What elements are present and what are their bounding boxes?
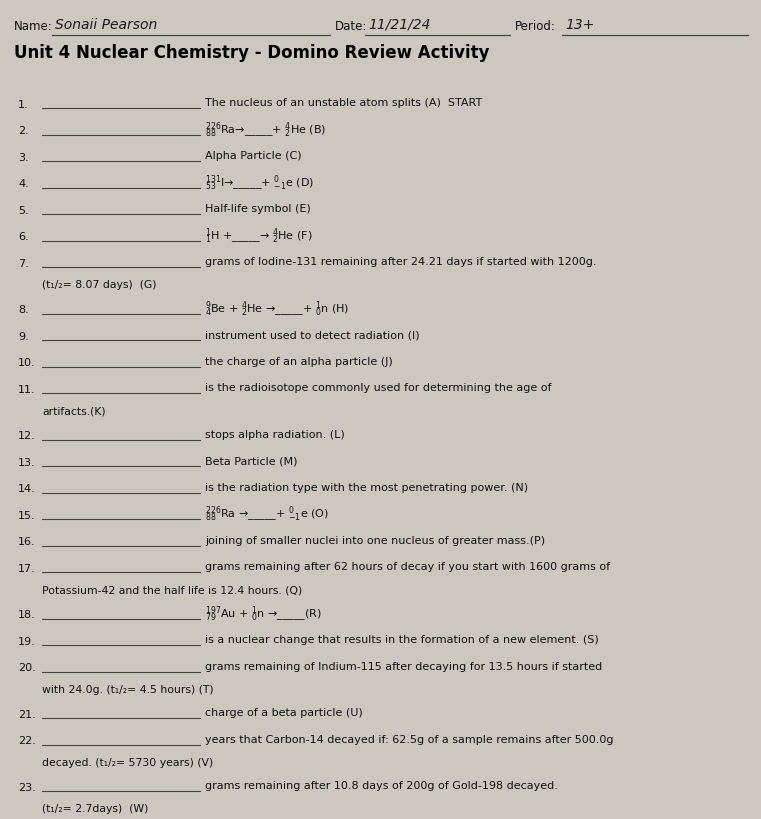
Text: 12.: 12. [18,431,36,441]
Text: 21.: 21. [18,708,36,719]
Text: instrument used to detect radiation (I): instrument used to detect radiation (I) [205,330,419,340]
Text: is the radioisotope commonly used for determining the age of: is the radioisotope commonly used for de… [205,382,552,393]
Text: (t₁/₂= 2.7days)  (W): (t₁/₂= 2.7days) (W) [42,803,148,813]
Text: (t₁/₂= 8.07 days)  (G): (t₁/₂= 8.07 days) (G) [42,280,157,290]
Text: $^{1}_{1}$H +_____→ $^{4}_{2}$He (F): $^{1}_{1}$H +_____→ $^{4}_{2}$He (F) [205,226,313,245]
Text: Half-life symbol (E): Half-life symbol (E) [205,204,310,214]
Text: is the radiation type with the most penetrating power. (N): is the radiation type with the most pene… [205,482,528,492]
Text: joining of smaller nuclei into one nucleus of greater mass.(P): joining of smaller nuclei into one nucle… [205,535,545,545]
Text: 13.: 13. [18,457,36,467]
Text: 13+: 13+ [565,18,594,32]
Text: The nucleus of an unstable atom splits (A)  START: The nucleus of an unstable atom splits (… [205,98,482,108]
Text: 22.: 22. [18,735,36,745]
Text: 18.: 18. [18,609,36,619]
Text: 6.: 6. [18,232,29,242]
Text: $^{9}_{4}$Be + $^{4}_{2}$He →_____+ $^{1}_{0}$n (H): $^{9}_{4}$Be + $^{4}_{2}$He →_____+ $^{1… [205,299,349,318]
Text: 15.: 15. [18,510,36,520]
Text: $^{197}_{79}$Au + $^{1}_{0}$n →_____(R): $^{197}_{79}$Au + $^{1}_{0}$n →_____(R) [205,604,322,622]
Text: charge of a beta particle (U): charge of a beta particle (U) [205,708,363,717]
Text: with 24.0g. (t₁/₂= 4.5 hours) (T): with 24.0g. (t₁/₂= 4.5 hours) (T) [42,684,214,695]
Text: the charge of an alpha particle (J): the charge of an alpha particle (J) [205,356,393,366]
Text: grams remaining of Indium-115 after decaying for 13.5 hours if started: grams remaining of Indium-115 after deca… [205,661,602,671]
Text: Name:: Name: [14,20,53,33]
Text: 8.: 8. [18,305,29,314]
Text: 16.: 16. [18,536,36,546]
Text: Unit 4 Nuclear Chemistry - Domino Review Activity: Unit 4 Nuclear Chemistry - Domino Review… [14,44,489,62]
Text: stops alpha radiation. (L): stops alpha radiation. (L) [205,429,345,439]
Text: 17.: 17. [18,563,36,572]
Text: grams remaining after 10.8 days of 200g of Gold-198 decayed.: grams remaining after 10.8 days of 200g … [205,781,558,790]
Text: Beta Particle (M): Beta Particle (M) [205,455,298,466]
Text: Potassium-42 and the half life is 12.4 hours. (Q): Potassium-42 and the half life is 12.4 h… [42,585,302,595]
Text: 11.: 11. [18,384,36,394]
Text: artifacts.(K): artifacts.(K) [42,406,106,416]
Text: grams of Iodine-131 remaining after 24.21 days if started with 1200g.: grams of Iodine-131 remaining after 24.2… [205,257,597,267]
Text: Alpha Particle (C): Alpha Particle (C) [205,151,301,161]
Text: 5.: 5. [18,206,29,215]
Text: 10.: 10. [18,358,36,368]
Text: 19.: 19. [18,636,36,646]
Text: 20.: 20. [18,663,36,672]
Text: 1.: 1. [18,99,29,110]
Text: 9.: 9. [18,331,29,342]
Text: $^{226}_{88}$Ra→_____+ $^{4}_{2}$He (B): $^{226}_{88}$Ra→_____+ $^{4}_{2}$He (B) [205,120,326,139]
Text: Sonaii Pearson: Sonaii Pearson [55,18,158,32]
Text: 7.: 7. [18,258,29,269]
Text: Date:: Date: [335,20,368,33]
Text: 23.: 23. [18,781,36,792]
Text: $^{226}_{88}$Ra →_____+ $^{0}_{-1}$e (O): $^{226}_{88}$Ra →_____+ $^{0}_{-1}$e (O) [205,504,330,523]
Text: years that Carbon-14 decayed if: 62.5g of a sample remains after 500.0g: years that Carbon-14 decayed if: 62.5g o… [205,734,613,744]
Text: 2.: 2. [18,126,29,136]
Text: 4.: 4. [18,179,29,189]
Text: grams remaining after 62 hours of decay if you start with 1600 grams of: grams remaining after 62 hours of decay … [205,562,610,572]
Text: is a nuclear change that results in the formation of a new element. (S): is a nuclear change that results in the … [205,635,599,645]
Text: $^{131}_{53}$I→_____+ $^{0}_{-1}$e (D): $^{131}_{53}$I→_____+ $^{0}_{-1}$e (D) [205,173,314,192]
Text: Period:: Period: [515,20,556,33]
Text: 14.: 14. [18,483,36,494]
Text: 11/21/24: 11/21/24 [368,18,431,32]
Text: 3.: 3. [18,152,29,162]
Text: decayed. (t₁/₂= 5730 years) (V): decayed. (t₁/₂= 5730 years) (V) [42,757,213,767]
